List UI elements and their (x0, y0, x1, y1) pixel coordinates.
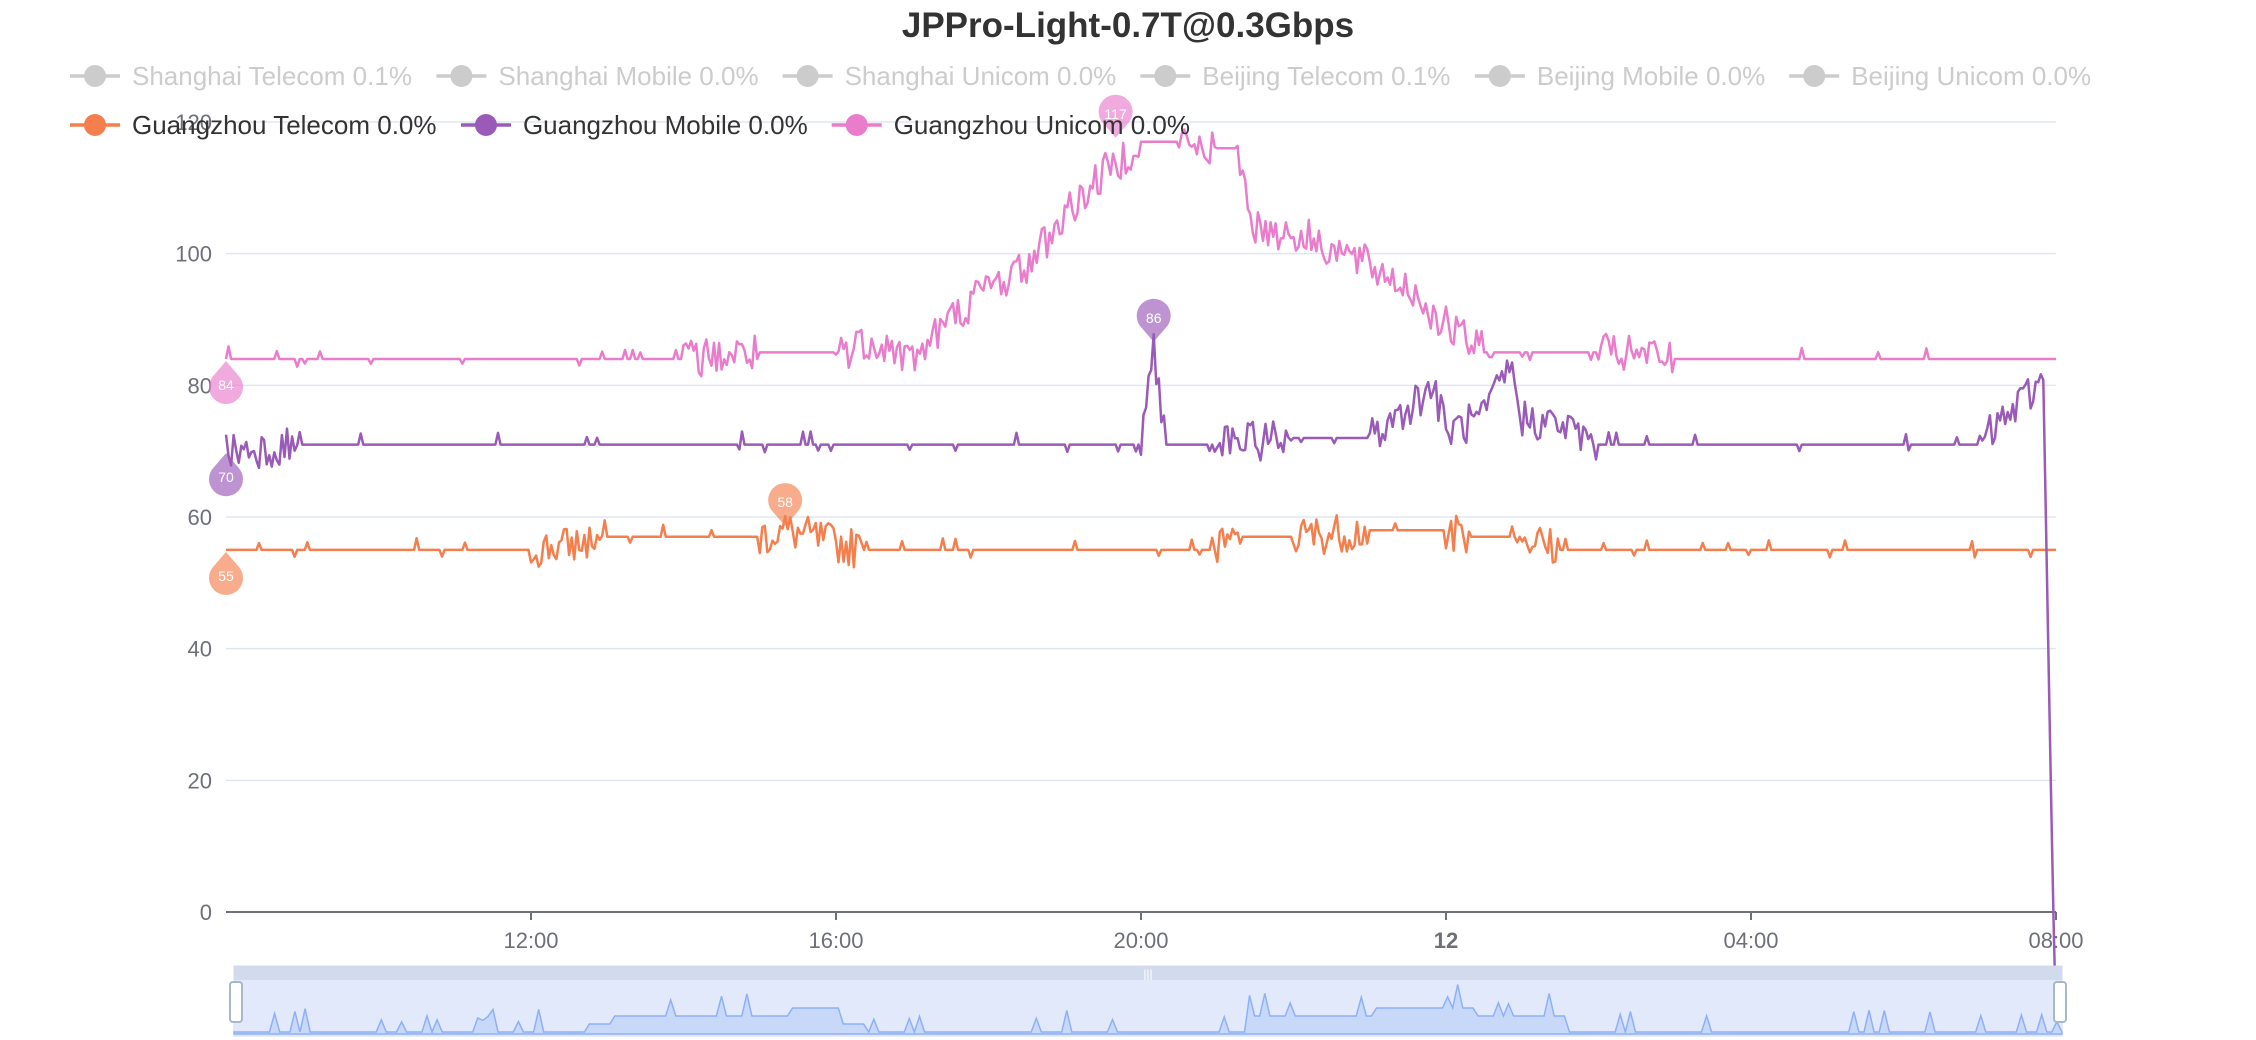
series-line (224, 332, 2058, 1024)
legend-item[interactable]: Guangzhou Telecom 0.0% (70, 110, 437, 140)
series-line (226, 514, 2056, 569)
grid-lines (226, 121, 2056, 782)
legend-label: Guangzhou Mobile 0.0% (523, 110, 808, 140)
legend-item[interactable]: Beijing Telecom 0.1% (1140, 61, 1450, 91)
legend-label: Beijing Mobile 0.0% (1537, 61, 1765, 91)
legend-label: Beijing Unicom 0.0% (1851, 61, 2091, 91)
legend-symbol (1803, 65, 1826, 87)
max-marker-label: 117 (1104, 106, 1127, 122)
legend-symbol (796, 65, 819, 87)
legend-label: Shanghai Mobile 0.0% (498, 61, 758, 91)
legend-item[interactable]: Beijing Unicom 0.0% (1789, 61, 2091, 91)
legend-item[interactable]: Shanghai Mobile 0.0% (436, 61, 759, 91)
y-tick-label: 120 (175, 110, 212, 135)
x-tick-label: 12:00 (503, 928, 558, 953)
y-tick-label: 100 (175, 242, 212, 267)
y-tick-label: 80 (188, 373, 212, 398)
legend-item[interactable]: Shanghai Unicom 0.0% (782, 61, 1117, 91)
y-tick-label: 60 (188, 505, 212, 530)
zoom-grip-icon: ||| (1143, 967, 1152, 981)
min-marker-label: 70 (218, 469, 234, 485)
min-marker: 84 (208, 361, 243, 405)
min-marker: 70 (208, 453, 243, 497)
series-lines (224, 128, 2058, 1024)
min-marker-pin (208, 551, 243, 595)
axes: 0 20 40 60 80 100 120 12:00 16:00 20:00 12 04:00 08:… (175, 110, 2083, 953)
legend: Shanghai Telecom 0.1% Shanghai Mobile 0.0… (70, 61, 2091, 140)
legend-symbol (845, 114, 868, 136)
legend-label: Shanghai Telecom 0.1% (132, 61, 412, 91)
y-tick-label: 40 (188, 637, 212, 662)
legend-symbol (1154, 65, 1177, 87)
max-marker-pin (1136, 298, 1171, 342)
legend-item[interactable]: Shanghai Telecom 0.1% (70, 61, 412, 91)
series-line (224, 128, 2056, 378)
x-tick-label: 08:00 (2028, 928, 2083, 953)
x-tick-label: 12 (1434, 928, 1458, 953)
y-tick-label: 0 (200, 900, 212, 925)
min-marker-pin (208, 361, 243, 405)
zoom-move-handle[interactable] (234, 966, 2062, 980)
legend-symbol (474, 114, 497, 136)
legend-label: Shanghai Unicom 0.0% (845, 61, 1117, 91)
zoom-handle-left[interactable] (229, 981, 243, 1023)
legend-item[interactable]: Guangzhou Unicom 0.0% (831, 110, 1190, 140)
legend-item[interactable]: Guangzhou Mobile 0.0% (460, 110, 808, 140)
data-zoom-slider[interactable]: ||| (229, 965, 2067, 1037)
max-marker: 86 (1136, 298, 1171, 342)
legend-symbol (450, 65, 473, 87)
zoom-selected-range (234, 980, 2062, 1036)
x-tick-label: 20:00 (1113, 928, 1168, 953)
min-max-markers: 58 55 86 70 117 84 (208, 94, 1171, 595)
x-tick-label: 16:00 (808, 928, 863, 953)
legend-label: Guangzhou Unicom 0.0% (894, 110, 1190, 140)
min-marker-pin (208, 453, 243, 497)
max-marker-label: 58 (777, 494, 793, 510)
legend-symbol (84, 114, 106, 136)
min-marker-label: 55 (218, 568, 234, 584)
chart-title: JPPro-Light-0.7T@0.3Gbps (901, 6, 1355, 45)
legend-symbol (84, 65, 106, 87)
legend-label: Beijing Telecom 0.1% (1202, 61, 1450, 91)
min-marker-label: 84 (218, 377, 234, 393)
max-marker-pin (768, 483, 803, 527)
min-marker: 55 (208, 551, 243, 595)
x-tick-label: 04:00 (1723, 928, 1778, 953)
zoom-overview-area (233, 984, 2063, 1035)
max-marker: 117 (1098, 94, 1133, 138)
max-marker: 58 (768, 483, 803, 527)
max-marker-label: 86 (1146, 310, 1162, 326)
legend-symbol (1488, 65, 1511, 87)
zoom-handle-right[interactable] (2053, 981, 2067, 1023)
legend-label: Guangzhou Telecom 0.0% (132, 110, 437, 140)
legend-item[interactable]: Beijing Mobile 0.0% (1474, 61, 1765, 91)
max-marker-pin (1098, 94, 1133, 138)
y-tick-label: 20 (188, 768, 212, 793)
